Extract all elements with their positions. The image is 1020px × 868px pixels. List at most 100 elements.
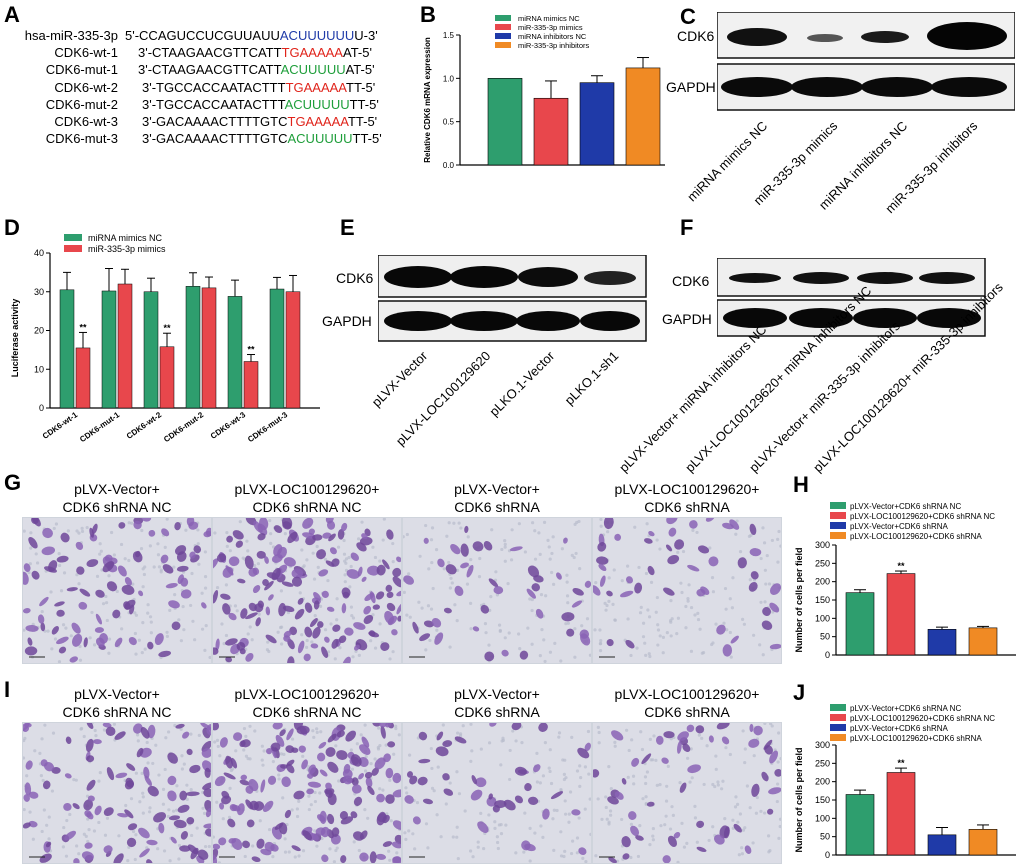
membrane-pore — [724, 746, 728, 750]
stained-cell — [304, 626, 313, 638]
stained-cell — [607, 796, 619, 805]
stained-cell — [66, 587, 78, 592]
membrane-pore — [647, 615, 652, 619]
bar — [487, 78, 523, 166]
stained-cell — [158, 650, 171, 658]
x-tick-label: CDK6-wt-1 — [41, 410, 80, 441]
stained-cell — [358, 773, 365, 780]
membrane-pore — [266, 640, 270, 644]
membrane-pore — [215, 585, 220, 590]
membrane-pore — [40, 829, 44, 834]
membrane-pore — [354, 649, 358, 654]
membrane-pore — [120, 627, 124, 631]
membrane-pore — [271, 855, 275, 859]
stained-cell — [621, 778, 627, 785]
membrane-pore — [599, 639, 603, 643]
membrane-pore — [225, 544, 229, 548]
membrane-pore — [575, 836, 580, 840]
membrane-pore — [90, 610, 94, 615]
stained-cell — [667, 835, 678, 847]
stained-cell — [483, 540, 493, 551]
membrane-pore — [41, 778, 45, 783]
membrane-pore — [508, 777, 512, 782]
stained-cell — [189, 764, 201, 774]
stained-cell — [225, 656, 233, 663]
legend-swatch — [64, 245, 82, 252]
stained-cell — [434, 632, 444, 645]
stained-cell — [412, 816, 421, 825]
membrane-pore — [548, 650, 553, 654]
stained-cell — [102, 723, 112, 728]
membrane-pore — [463, 809, 467, 813]
band — [721, 77, 793, 97]
membrane-pore — [311, 729, 315, 733]
membrane-pore — [441, 723, 445, 727]
stained-cell — [695, 725, 705, 734]
legend-swatch — [495, 33, 511, 39]
membrane-pore — [23, 529, 26, 533]
micrograph-g4 — [592, 517, 782, 664]
membrane-pore — [570, 735, 574, 739]
stained-cell — [179, 845, 191, 852]
micrograph-background — [23, 723, 211, 863]
membrane-pore — [166, 814, 170, 819]
stained-cell — [511, 723, 522, 731]
bar — [625, 67, 661, 166]
stained-cell — [327, 761, 339, 773]
membrane-pore — [743, 826, 747, 830]
stained-cell — [708, 735, 714, 743]
membrane-pore — [381, 788, 385, 792]
stained-cell — [501, 649, 509, 657]
membrane-pore — [197, 733, 201, 737]
x-tick-label: CDK6-wt-3 — [209, 410, 248, 441]
y-tick-label: 200 — [815, 777, 830, 787]
membrane-pore — [548, 748, 552, 752]
membrane-pore — [572, 555, 576, 560]
membrane-pore — [626, 775, 630, 779]
membrane-pore — [343, 580, 347, 584]
stained-cell — [774, 769, 781, 777]
legend-swatch — [830, 532, 846, 539]
stained-cell — [171, 621, 181, 631]
membrane-pore — [161, 802, 165, 806]
membrane-pore — [159, 568, 163, 572]
membrane-pore — [38, 751, 42, 755]
membrane-pore — [779, 757, 781, 761]
bar — [75, 347, 91, 409]
membrane-pore — [568, 790, 573, 794]
stained-cell — [460, 562, 469, 569]
membrane-pore — [629, 822, 633, 826]
membrane-pore — [424, 648, 428, 652]
stained-cell — [674, 539, 685, 550]
membrane-pore — [413, 847, 417, 851]
membrane-pore — [669, 599, 673, 603]
membrane-pore — [661, 651, 665, 655]
y-tick-label: 0.5 — [443, 118, 455, 127]
membrane-pore — [775, 799, 779, 804]
membrane-pore — [86, 839, 90, 844]
membrane-pore — [174, 808, 179, 812]
membrane-pore — [651, 838, 655, 842]
membrane-pore — [448, 645, 452, 649]
membrane-pore — [196, 528, 200, 532]
membrane-pore — [451, 835, 455, 839]
stained-cell — [596, 556, 609, 565]
stained-cell — [308, 764, 316, 775]
stained-cell — [396, 590, 401, 597]
membrane-pore — [763, 723, 767, 726]
membrane-pore — [156, 542, 160, 546]
stained-cell — [214, 775, 226, 787]
stained-cell — [242, 840, 251, 849]
membrane-pore — [740, 846, 744, 850]
membrane-pore — [632, 782, 636, 786]
membrane-pore — [639, 730, 643, 734]
membrane-pore — [457, 792, 462, 796]
membrane-pore — [213, 531, 217, 535]
stained-cell — [302, 532, 316, 539]
membrane-pore — [565, 580, 569, 584]
membrane-pore — [148, 806, 152, 810]
stained-cell — [341, 603, 347, 614]
membrane-pore — [640, 747, 645, 752]
membrane-pore — [627, 748, 631, 753]
